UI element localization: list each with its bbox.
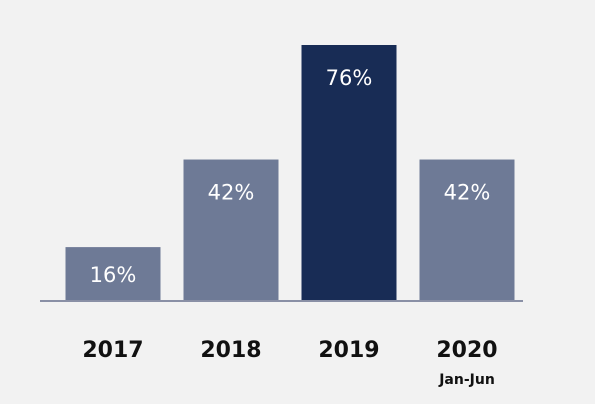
bar-2019 xyxy=(301,45,397,301)
labels-layer: 16% 2017 42% 2018 76% 2019 42% 2020 Jan-Jun xyxy=(82,66,497,388)
bar-2018 xyxy=(183,159,279,301)
bars-layer xyxy=(65,45,515,301)
category-label-2018: 2018 xyxy=(200,338,261,363)
bar-value-label-2020: 42% xyxy=(444,181,491,205)
bar-value-label-2018: 42% xyxy=(208,181,255,205)
bar-2020 xyxy=(419,159,515,301)
category-label-2019: 2019 xyxy=(318,338,379,363)
category-sublabel-2020: Jan-Jun xyxy=(438,372,495,388)
bar-value-label-2019: 76% xyxy=(326,66,373,90)
bar-value-label-2017: 16% xyxy=(90,263,137,287)
category-label-2020: 2020 xyxy=(436,338,497,363)
bar-2017 xyxy=(65,247,161,301)
category-label-2017: 2017 xyxy=(82,338,143,363)
